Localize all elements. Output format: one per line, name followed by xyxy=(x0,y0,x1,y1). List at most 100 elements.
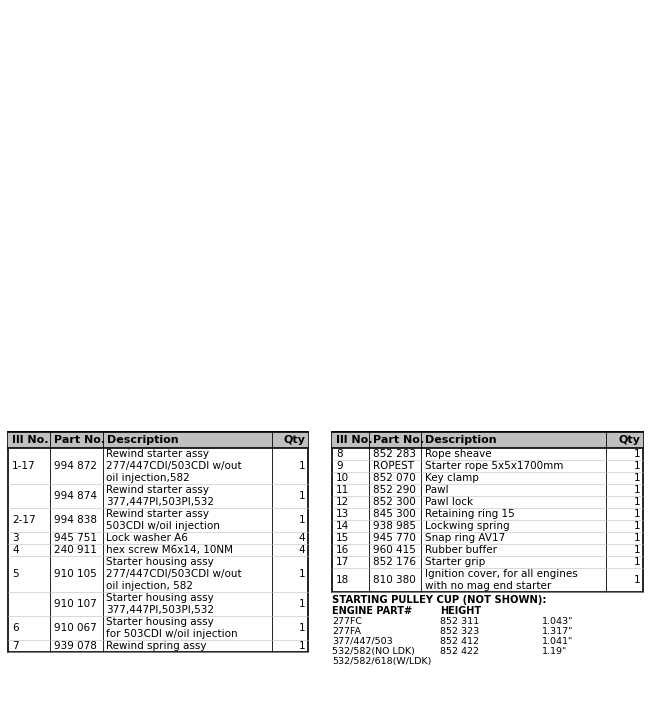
Text: Ill No.: Ill No. xyxy=(12,434,49,445)
Text: 18: 18 xyxy=(336,575,349,585)
Bar xyxy=(8,432,308,447)
Text: Rewind starter assy: Rewind starter assy xyxy=(107,484,209,494)
Bar xyxy=(332,432,643,447)
Text: 1: 1 xyxy=(298,641,305,651)
Text: 1: 1 xyxy=(633,484,640,494)
Text: 11: 11 xyxy=(336,484,349,494)
Text: Rewind starter assy: Rewind starter assy xyxy=(107,509,209,518)
Text: 1: 1 xyxy=(633,460,640,471)
Text: 503CDI w/oil injection: 503CDI w/oil injection xyxy=(107,521,220,531)
Text: 12: 12 xyxy=(336,497,349,507)
Text: Starter rope 5x5x1700mm: Starter rope 5x5x1700mm xyxy=(424,460,563,471)
Bar xyxy=(332,432,643,592)
Text: 852 311: 852 311 xyxy=(440,617,479,626)
Text: Qty: Qty xyxy=(283,434,305,445)
Text: ROPEST: ROPEST xyxy=(373,460,414,471)
Text: 277/447CDI/503CDI w/out: 277/447CDI/503CDI w/out xyxy=(107,460,242,471)
Text: 852 070: 852 070 xyxy=(373,473,416,483)
Text: 852 422: 852 422 xyxy=(440,647,479,656)
Text: 910 105: 910 105 xyxy=(54,569,97,578)
Text: 1.317": 1.317" xyxy=(542,627,573,636)
Text: 8: 8 xyxy=(336,449,343,458)
Text: Qty: Qty xyxy=(618,434,640,445)
Text: Lockwing spring: Lockwing spring xyxy=(424,521,509,531)
Text: 240 911: 240 911 xyxy=(54,544,97,555)
Text: Part No.: Part No. xyxy=(373,434,424,445)
Text: 1.041": 1.041" xyxy=(542,637,573,646)
Text: 6: 6 xyxy=(12,623,19,633)
Text: 1.043": 1.043" xyxy=(542,617,573,626)
Text: 1: 1 xyxy=(633,521,640,531)
Text: 852 323: 852 323 xyxy=(440,627,479,636)
Text: 1-17: 1-17 xyxy=(12,460,36,471)
Text: Description: Description xyxy=(424,434,496,445)
Text: 910 107: 910 107 xyxy=(54,599,97,609)
Text: 945 770: 945 770 xyxy=(373,533,416,543)
Text: with no mag end starter: with no mag end starter xyxy=(424,581,551,591)
Text: 1: 1 xyxy=(633,557,640,567)
Text: Starter housing assy: Starter housing assy xyxy=(107,617,214,627)
Text: Starter housing assy: Starter housing assy xyxy=(107,557,214,567)
Text: 910 067: 910 067 xyxy=(54,623,97,633)
Text: 1.19": 1.19" xyxy=(542,647,567,656)
Text: Ill No.: Ill No. xyxy=(336,434,372,445)
Text: 994 874: 994 874 xyxy=(54,491,97,501)
Text: Snap ring AV17: Snap ring AV17 xyxy=(424,533,505,543)
Text: 994 838: 994 838 xyxy=(54,515,97,525)
Text: 10: 10 xyxy=(336,473,349,483)
Text: 377,447PI,503PI,532: 377,447PI,503PI,532 xyxy=(107,497,214,507)
Text: Description: Description xyxy=(107,434,178,445)
Text: 2-17: 2-17 xyxy=(12,515,36,525)
Text: 852 283: 852 283 xyxy=(373,449,416,458)
Text: Pawl: Pawl xyxy=(424,484,448,494)
Text: 7: 7 xyxy=(12,641,19,651)
Text: 532/582(NO LDK): 532/582(NO LDK) xyxy=(332,647,415,656)
Text: 16: 16 xyxy=(336,544,349,555)
Text: Ignition cover, for all engines: Ignition cover, for all engines xyxy=(424,569,577,578)
Text: 377/447/503: 377/447/503 xyxy=(332,637,393,646)
Text: 1: 1 xyxy=(298,623,305,633)
Text: Pawl lock: Pawl lock xyxy=(424,497,473,507)
Text: 1: 1 xyxy=(633,473,640,483)
Text: 1: 1 xyxy=(298,599,305,609)
Text: 994 872: 994 872 xyxy=(54,460,97,471)
Text: ENGINE PART#: ENGINE PART# xyxy=(332,606,412,616)
Text: 1: 1 xyxy=(298,491,305,501)
Text: 1: 1 xyxy=(298,515,305,525)
Text: 1: 1 xyxy=(633,544,640,555)
Text: 4: 4 xyxy=(12,544,19,555)
Text: 1: 1 xyxy=(298,569,305,578)
Text: 845 300: 845 300 xyxy=(373,509,416,518)
Text: Part No.: Part No. xyxy=(54,434,105,445)
Text: 1: 1 xyxy=(633,575,640,585)
Text: 277FC: 277FC xyxy=(332,617,362,626)
Text: 15: 15 xyxy=(336,533,349,543)
Text: 939 078: 939 078 xyxy=(54,641,97,651)
Bar xyxy=(8,432,308,652)
Text: Starter grip: Starter grip xyxy=(424,557,485,567)
Text: 1: 1 xyxy=(633,533,640,543)
Text: 5: 5 xyxy=(12,569,19,578)
Text: 1: 1 xyxy=(633,497,640,507)
Text: 810 380: 810 380 xyxy=(373,575,416,585)
Text: Rewind starter assy: Rewind starter assy xyxy=(107,449,209,458)
Text: 3: 3 xyxy=(12,533,19,543)
Text: Rewind spring assy: Rewind spring assy xyxy=(107,641,207,651)
Text: 938 985: 938 985 xyxy=(373,521,416,531)
Text: 9: 9 xyxy=(336,460,343,471)
Text: 4: 4 xyxy=(298,533,305,543)
Text: 277/447CDI/503CDI w/out: 277/447CDI/503CDI w/out xyxy=(107,569,242,578)
Text: Key clamp: Key clamp xyxy=(424,473,478,483)
Text: for 503CDI w/oil injection: for 503CDI w/oil injection xyxy=(107,629,238,639)
Text: hex screw M6x14, 10NM: hex screw M6x14, 10NM xyxy=(107,544,233,555)
Text: Rope sheave: Rope sheave xyxy=(424,449,491,458)
Text: STARTING PULLEY CUP (NOT SHOWN):: STARTING PULLEY CUP (NOT SHOWN): xyxy=(332,595,547,605)
Text: oil injection, 582: oil injection, 582 xyxy=(107,581,194,591)
Text: 852 176: 852 176 xyxy=(373,557,416,567)
Text: Retaining ring 15: Retaining ring 15 xyxy=(424,509,514,518)
Text: Rubber buffer: Rubber buffer xyxy=(424,544,497,555)
Text: 852 290: 852 290 xyxy=(373,484,416,494)
Text: 852 412: 852 412 xyxy=(440,637,479,646)
Text: 377,447PI,503PI,532: 377,447PI,503PI,532 xyxy=(107,605,214,615)
Text: 277FA: 277FA xyxy=(332,627,361,636)
